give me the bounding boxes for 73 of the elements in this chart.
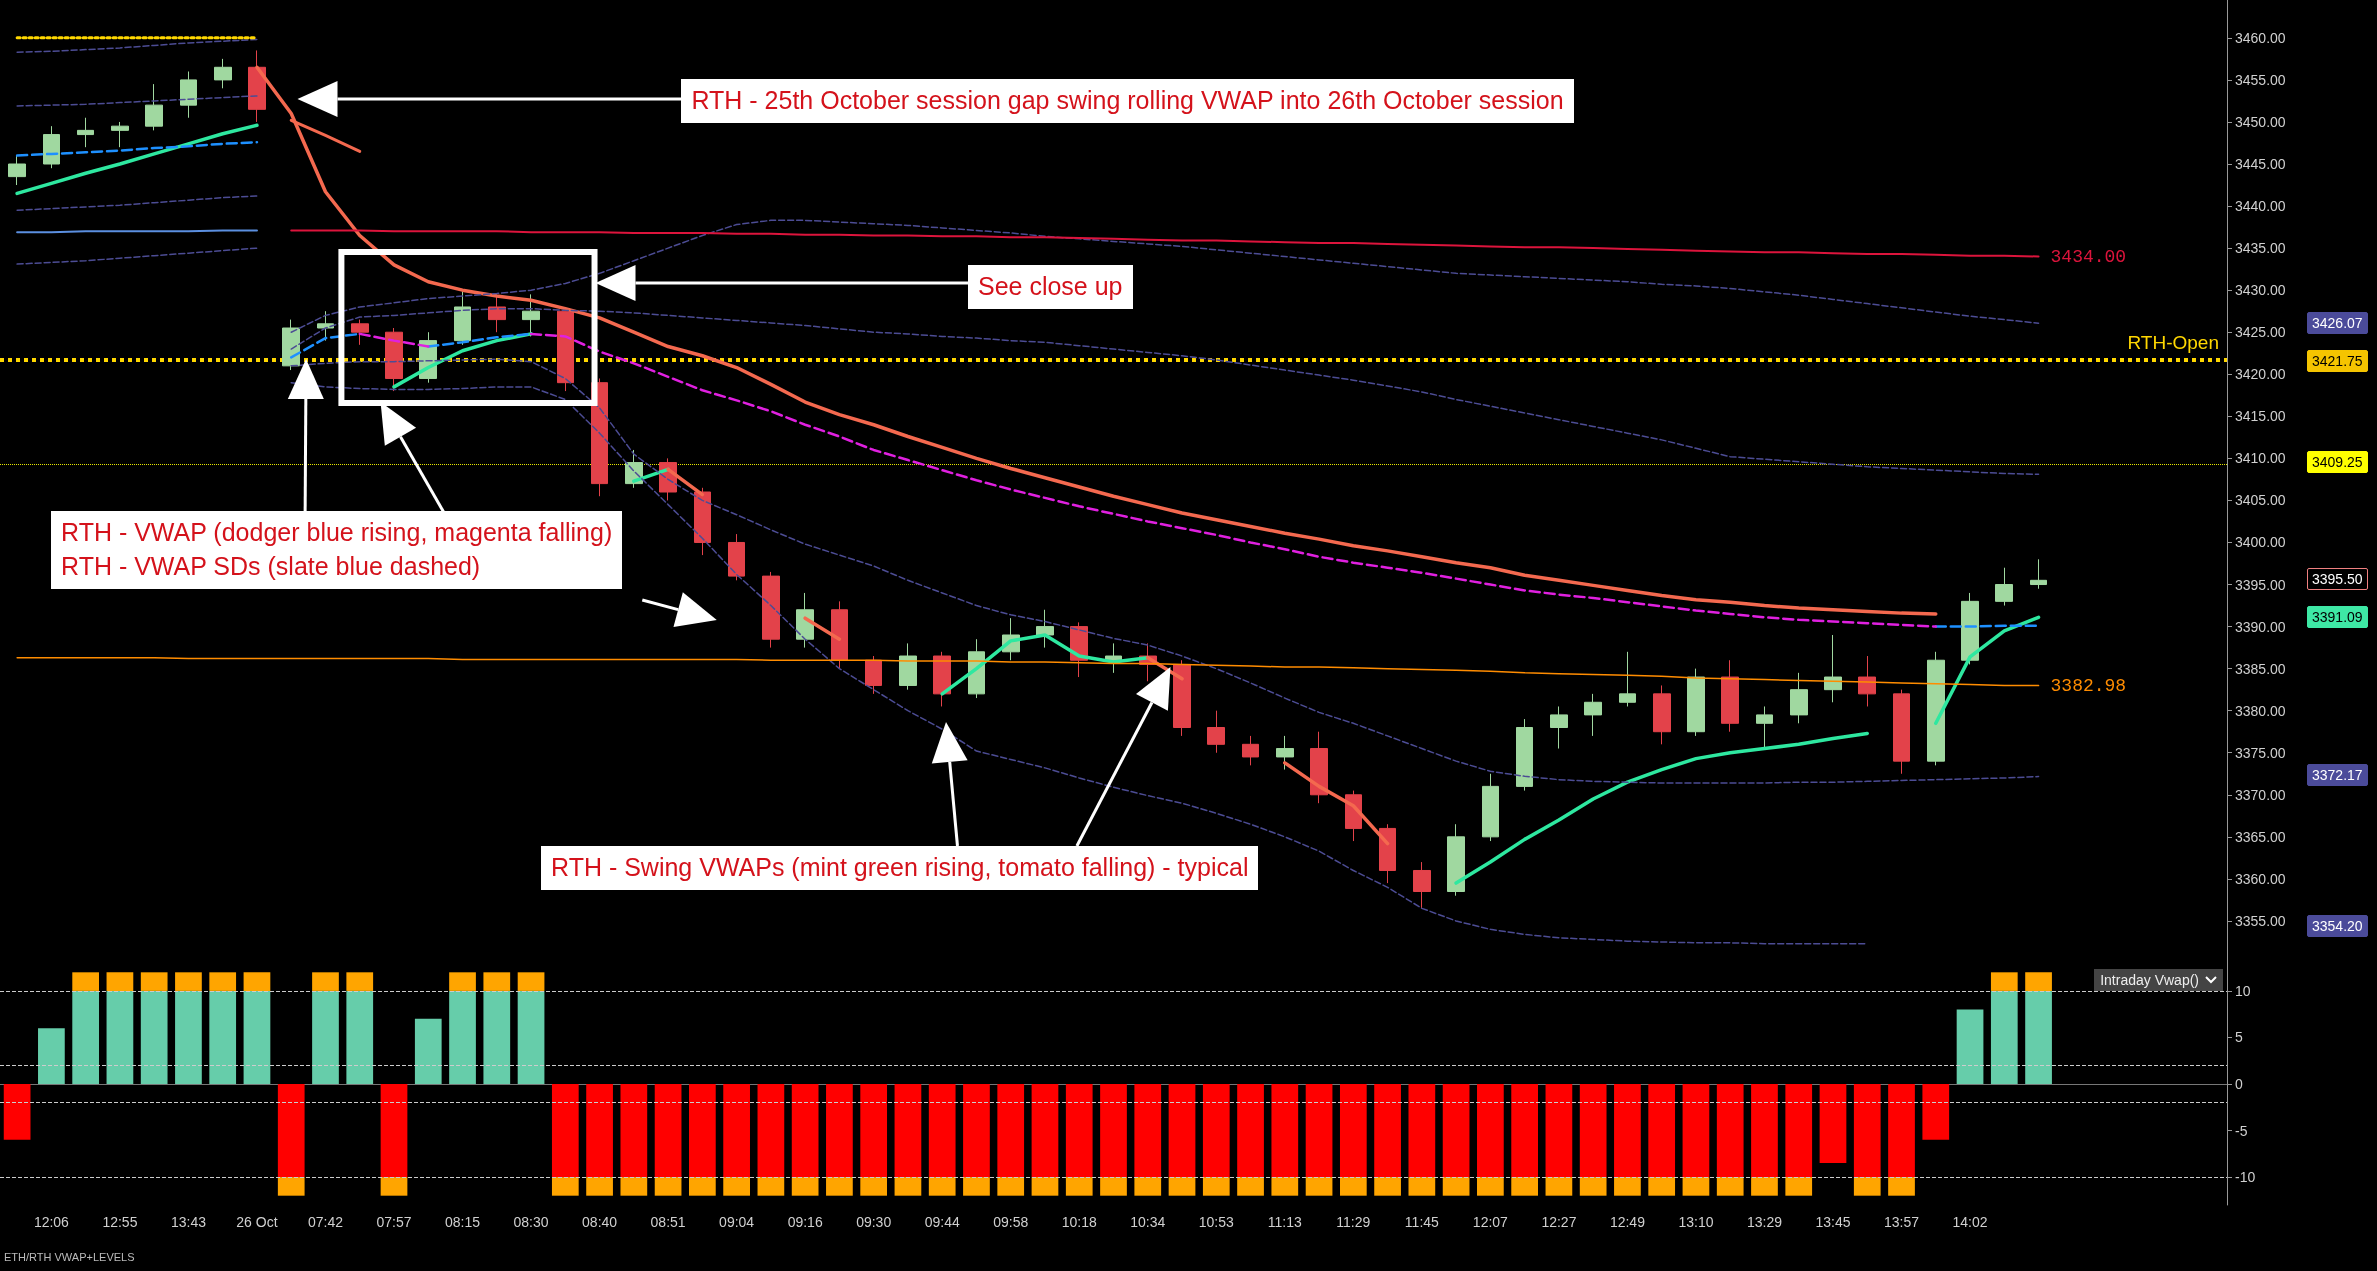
text: 3426.07: [2307, 312, 2368, 334]
y-tick-label: 3430.00: [2235, 282, 2286, 299]
y-tick-label: 3380.00: [2235, 702, 2286, 719]
text: 3409.25: [2307, 451, 2368, 473]
x-tick-label: 09:44: [924, 1214, 960, 1230]
data-label: 3434.00: [2050, 246, 2127, 267]
y-tick-label: 3370.00: [2235, 786, 2286, 803]
x-tick-label: 13:45: [1815, 1214, 1851, 1230]
x-tick-label: 11:13: [1267, 1214, 1303, 1230]
y-tick-label: 10: [2235, 982, 2251, 999]
y-tick-label: 3435.00: [2235, 240, 2286, 257]
x-tick-label: 11:29: [1336, 1214, 1371, 1230]
annotation: RTH - VWAP SDs (slate blue dashed): [61, 550, 482, 582]
text: 3372.17: [2307, 764, 2368, 786]
x-tick-label: 08:30: [513, 1214, 549, 1230]
text: ETH/RTH VWAP+LEVELS: [4, 1251, 135, 1263]
x-tick-label: 13:10: [1678, 1214, 1714, 1230]
annotation: RTH - 25th October session gap swing rolling VWAP into 26th October session: [691, 85, 1564, 116]
x-tick-label: 07:57: [376, 1214, 412, 1230]
annotation: RTH - VWAP (dodger blue rising, magenta falling): [61, 517, 613, 548]
data-label: 3382.98: [2050, 675, 2127, 696]
x-tick-label: 26 Oct: [236, 1214, 278, 1230]
x-tick-label: 10:34: [1130, 1214, 1166, 1230]
x-tick-label: 08:15: [445, 1214, 481, 1230]
y-tick-label: 3415.00: [2235, 408, 2286, 425]
y-tick-label: 3360.00: [2235, 870, 2286, 887]
y-tick-label: 3400.00: [2235, 534, 2286, 551]
x-tick-label: 13:57: [1883, 1214, 1920, 1230]
x-tick-label: 07:42: [307, 1214, 344, 1230]
text: 3391.09: [2307, 606, 2368, 628]
y-tick-label: 3395.00: [2235, 576, 2286, 593]
x-tick-label: 13:29: [1746, 1214, 1783, 1230]
x-tick-label: 12:49: [1609, 1214, 1646, 1230]
y-tick-label: 3375.00: [2235, 744, 2286, 761]
x-tick-label: 09:58: [993, 1214, 1029, 1230]
annotation: RTH - Swing VWAPs (mint green rising, tomato falling) - typical: [551, 852, 1249, 883]
x-tick-label: 12:27: [1541, 1214, 1577, 1230]
y-tick-label: 3410.00: [2235, 450, 2286, 467]
y-tick-label: 3455.00: [2235, 71, 2286, 88]
x-tick-label: 08:40: [582, 1214, 618, 1230]
y-tick-label: 3355.00: [2235, 912, 2286, 929]
y-tick-label: 5: [2235, 1029, 2243, 1046]
x-tick-label: 09:04: [719, 1214, 755, 1230]
x-tick-label: 14:02: [1952, 1214, 1988, 1230]
y-tick-label: 3440.00: [2235, 198, 2286, 215]
y-tick-label: -10: [2235, 1169, 2256, 1186]
y-tick-label: 3385.00: [2235, 660, 2286, 677]
x-tick-label: 12:07: [1472, 1214, 1509, 1230]
y-tick-label: 3405.00: [2235, 492, 2286, 509]
x-tick-label: 12:55: [102, 1214, 138, 1230]
y-tick-label: 3365.00: [2235, 828, 2286, 845]
text: 3421.75: [2307, 350, 2368, 372]
x-tick-label: 11:45: [1404, 1214, 1440, 1230]
annotation: Intraday Vwap(): [2100, 972, 2199, 988]
y-tick-label: 3450.00: [2235, 113, 2286, 130]
y-tick-label: 3425.00: [2235, 324, 2286, 341]
x-tick-label: 10:53: [1198, 1214, 1235, 1230]
ref-line-label: RTH-Open: [2127, 331, 2219, 353]
y-tick-label: 3420.00: [2235, 366, 2286, 383]
text: 3354.20: [2307, 915, 2368, 937]
text: 3395.50: [2307, 568, 2368, 590]
x-tick-label: 08:51: [650, 1214, 686, 1230]
x-tick-label: 09:30: [856, 1214, 892, 1230]
y-tick-label: -5: [2235, 1122, 2248, 1139]
x-tick-label: 12:06: [33, 1214, 70, 1230]
x-tick-label: 09:16: [787, 1214, 823, 1230]
y-tick-label: 3445.00: [2235, 156, 2286, 172]
y-tick-label: 3390.00: [2235, 618, 2286, 635]
annotation: See close up: [977, 271, 1123, 302]
x-tick-label: 13:43: [170, 1214, 207, 1230]
y-tick-label: 3460.00: [2235, 29, 2286, 46]
y-tick-label: 0: [2235, 1076, 2243, 1092]
x-tick-label: 10:18: [1061, 1214, 1097, 1230]
